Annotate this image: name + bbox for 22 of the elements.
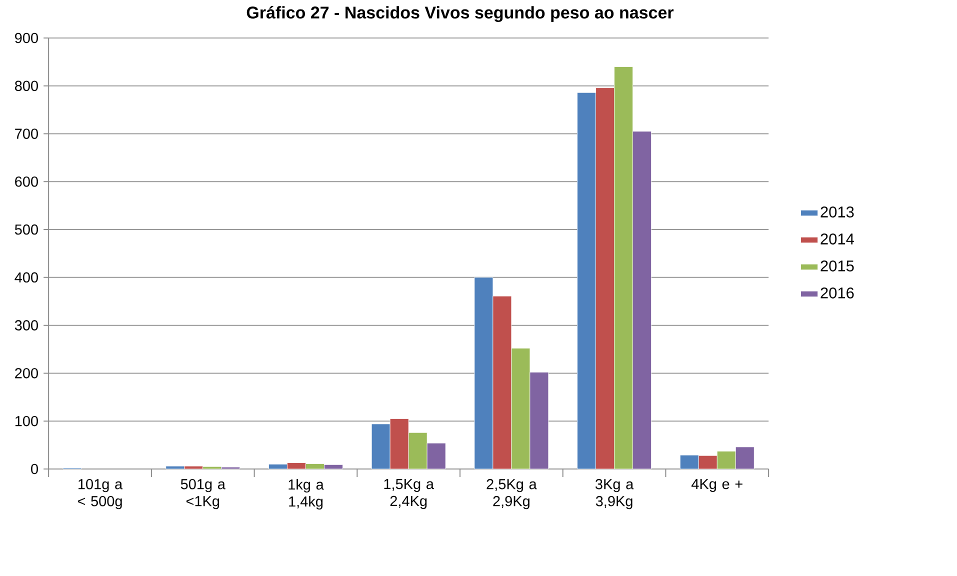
- chart-title: Gráfico 27 - Nascidos Vivos segundo peso ao nascer: [246, 6, 674, 22]
- y-tick-label: 600: [15, 176, 38, 187]
- y-tick-label: 300: [14, 320, 38, 330]
- legend-label: 2014: [820, 233, 854, 244]
- x-tick-label: 4Kg e +: [691, 479, 742, 492]
- y-tick-label: 0: [31, 464, 38, 474]
- x-tick-label: 1kg a 1,4kg: [288, 479, 324, 510]
- x-tick-label: 101g a < 500g: [78, 479, 123, 510]
- x-tick-label: 3Kg a 3,9Kg: [595, 479, 634, 510]
- y-tick-label: 900: [15, 32, 38, 44]
- y-tick-label: 100: [15, 416, 38, 426]
- legend-label: 2015: [820, 260, 854, 272]
- y-tick-label: 800: [14, 80, 38, 92]
- y-tick-label: 400: [14, 272, 38, 283]
- legend-label: 2013: [820, 206, 854, 218]
- legend-label: 2016: [820, 287, 854, 298]
- y-tick-label: 500: [14, 224, 38, 235]
- y-tick-label: 200: [15, 368, 38, 378]
- y-tick-label: 700: [15, 128, 38, 139]
- x-tick-label: 2,5Kg a 2,9Kg: [486, 479, 537, 510]
- x-tick-label: 501g a <1Kg: [180, 479, 226, 510]
- x-tick-label: 1,5Kg a 2,4Kg: [384, 479, 434, 510]
